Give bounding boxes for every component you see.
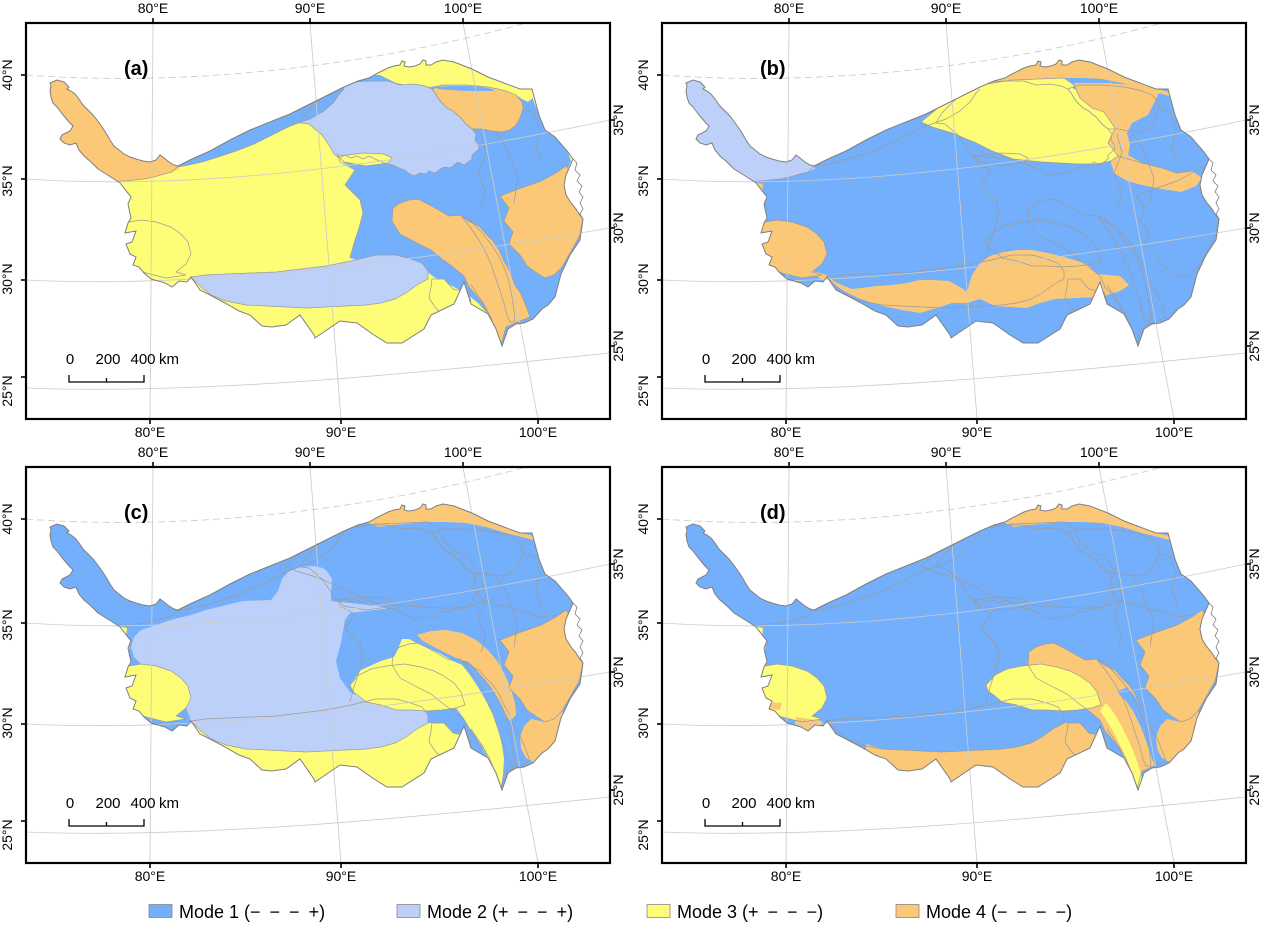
svg-text:100°E: 100°E <box>1155 868 1193 884</box>
svg-text:30°N: 30°N <box>610 656 626 687</box>
svg-text:80°E: 80°E <box>774 444 805 460</box>
svg-text:35°N: 35°N <box>0 609 15 640</box>
svg-text:30°N: 30°N <box>1246 212 1262 243</box>
svg-text:80°E: 80°E <box>771 868 802 884</box>
svg-text:400: 400 <box>130 795 155 812</box>
svg-text:400: 400 <box>130 351 155 368</box>
svg-text:0: 0 <box>66 795 74 812</box>
svg-text:200: 200 <box>95 795 120 812</box>
svg-text:30°N: 30°N <box>635 707 651 738</box>
svg-text:35°N: 35°N <box>1246 104 1262 135</box>
svg-text:35°N: 35°N <box>635 165 651 196</box>
svg-text:km: km <box>159 351 179 368</box>
svg-text:90°E: 90°E <box>962 424 993 440</box>
svg-text:400: 400 <box>766 795 791 812</box>
svg-text:90°E: 90°E <box>295 0 326 16</box>
svg-text:90°E: 90°E <box>326 868 357 884</box>
svg-text:km: km <box>795 795 815 812</box>
svg-text:25°N: 25°N <box>0 819 15 850</box>
svg-text:100°E: 100°E <box>1155 424 1193 440</box>
svg-text:Mode 1 (− − − +): Mode 1 (− − − +) <box>179 902 325 922</box>
svg-text:25°N: 25°N <box>1246 330 1262 361</box>
svg-text:30°N: 30°N <box>0 707 15 738</box>
svg-text:40°N: 40°N <box>635 59 651 90</box>
svg-text:400: 400 <box>766 351 791 368</box>
svg-text:200: 200 <box>731 795 756 812</box>
svg-text:90°E: 90°E <box>931 444 962 460</box>
svg-text:35°N: 35°N <box>0 165 15 196</box>
svg-text:25°N: 25°N <box>1246 774 1262 805</box>
svg-text:80°E: 80°E <box>774 0 805 16</box>
svg-text:Mode 2 (+ − − +): Mode 2 (+ − − +) <box>427 902 573 922</box>
svg-text:100°E: 100°E <box>1080 444 1118 460</box>
svg-text:100°E: 100°E <box>1080 0 1118 16</box>
svg-text:30°N: 30°N <box>0 263 15 294</box>
svg-text:0: 0 <box>702 795 710 812</box>
svg-text:(b): (b) <box>760 58 786 80</box>
svg-text:25°N: 25°N <box>0 375 15 406</box>
svg-text:100°E: 100°E <box>519 424 557 440</box>
svg-text:30°N: 30°N <box>1246 656 1262 687</box>
svg-text:(d): (d) <box>760 502 786 524</box>
svg-text:100°E: 100°E <box>444 0 482 16</box>
svg-text:35°N: 35°N <box>1246 548 1262 579</box>
svg-text:90°E: 90°E <box>326 424 357 440</box>
svg-text:200: 200 <box>731 351 756 368</box>
svg-text:25°N: 25°N <box>635 375 651 406</box>
svg-text:90°E: 90°E <box>931 0 962 16</box>
svg-text:(c): (c) <box>124 502 148 524</box>
svg-text:(a): (a) <box>124 58 148 80</box>
svg-text:80°E: 80°E <box>135 868 166 884</box>
svg-text:35°N: 35°N <box>610 104 626 135</box>
svg-text:30°N: 30°N <box>610 212 626 243</box>
svg-text:0: 0 <box>702 351 710 368</box>
svg-text:35°N: 35°N <box>635 609 651 640</box>
svg-text:100°E: 100°E <box>444 444 482 460</box>
svg-text:25°N: 25°N <box>635 819 651 850</box>
svg-text:80°E: 80°E <box>138 444 169 460</box>
svg-text:0: 0 <box>66 351 74 368</box>
svg-text:km: km <box>159 795 179 812</box>
svg-text:90°E: 90°E <box>962 868 993 884</box>
svg-text:Mode 3 (+ − − −): Mode 3 (+ − − −) <box>677 902 823 922</box>
svg-text:40°N: 40°N <box>635 503 651 534</box>
svg-text:35°N: 35°N <box>610 548 626 579</box>
svg-text:25°N: 25°N <box>610 774 626 805</box>
svg-text:80°E: 80°E <box>771 424 802 440</box>
svg-text:40°N: 40°N <box>0 503 15 534</box>
svg-text:40°N: 40°N <box>0 59 15 90</box>
svg-text:200: 200 <box>95 351 120 368</box>
svg-text:30°N: 30°N <box>635 263 651 294</box>
svg-text:km: km <box>795 351 815 368</box>
svg-text:25°N: 25°N <box>610 330 626 361</box>
svg-text:Mode 4 (− − − −): Mode 4 (− − − −) <box>926 902 1072 922</box>
svg-text:90°E: 90°E <box>295 444 326 460</box>
svg-text:80°E: 80°E <box>135 424 166 440</box>
svg-text:100°E: 100°E <box>519 868 557 884</box>
svg-text:80°E: 80°E <box>138 0 169 16</box>
